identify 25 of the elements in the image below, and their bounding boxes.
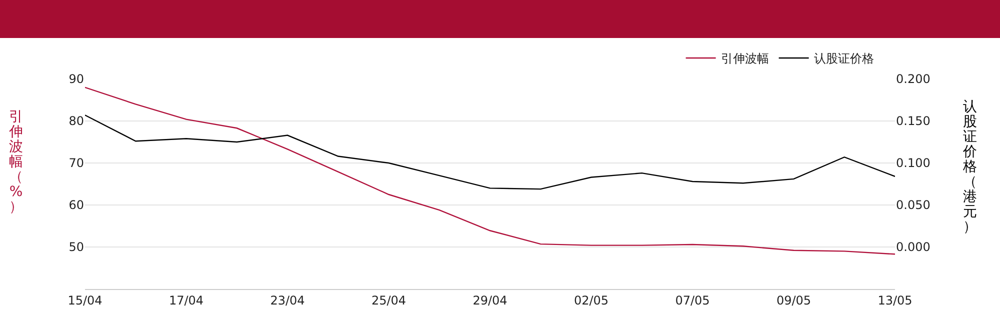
y2-tick-label: 0.000 [896,240,930,254]
x-tick-label: 17/04 [168,293,204,308]
y2-tick-label: 0.050 [896,198,930,212]
legend-label: 认股证价格 [814,52,874,66]
x-tick-label: 29/04 [472,293,508,308]
line-series [85,114,895,190]
y-tick-label: 60 [68,198,84,212]
y-tick-label: 80 [68,114,84,128]
y-tick-label: 70 [68,156,84,170]
text: 认股证价格（港元） [963,99,977,235]
y2-tick-label: 0.100 [896,156,930,170]
x-tick-label: 07/05 [675,293,710,308]
y-tick-label: 50 [68,240,84,254]
y2-tick-label: 0.200 [896,72,930,86]
x-tick-label: 25/04 [371,293,406,308]
legend-label: 引伸波幅 [720,52,769,66]
x-tick-label: 13/05 [878,293,912,308]
y-tick-label: 90 [68,72,84,86]
y-axis-title: 引伸波幅（%） [8,109,24,215]
x-tick-label: 09/05 [776,293,812,308]
x-tick-label: 23/04 [270,293,305,308]
line-series [85,86,895,255]
x-tick-label: 02/05 [574,293,609,308]
x-tick-label: 15/04 [68,293,102,308]
y2-tick-label: 0.150 [896,114,930,128]
